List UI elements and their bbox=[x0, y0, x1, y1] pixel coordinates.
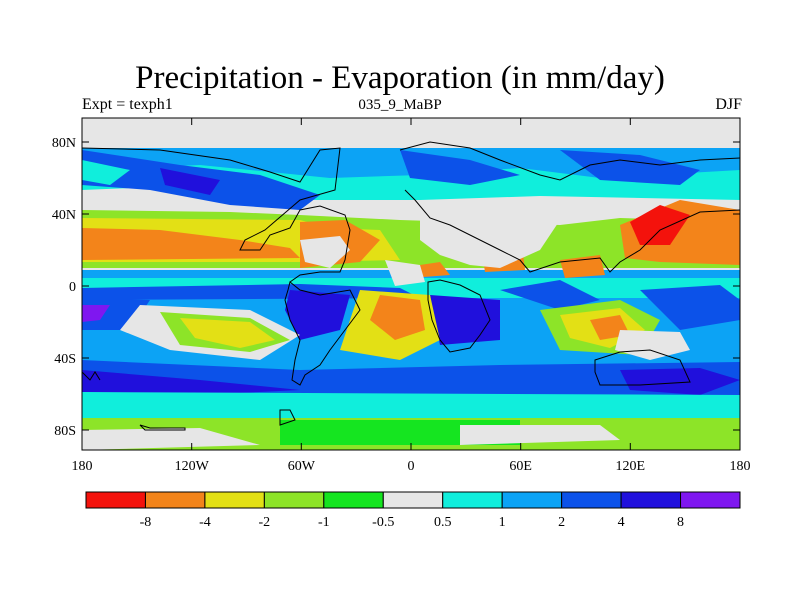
colorbar-label: 0.5 bbox=[434, 515, 452, 530]
period-label: 035_9_MaBP bbox=[358, 97, 442, 113]
colorbar-label: -0.5 bbox=[372, 515, 394, 530]
colorbar-label: 4 bbox=[618, 515, 625, 530]
x-tick-label: 0 bbox=[408, 459, 415, 474]
colorbar-label: 8 bbox=[677, 515, 684, 530]
colorbar-label: 2 bbox=[558, 515, 565, 530]
y-tick-label: 0 bbox=[69, 280, 76, 295]
y-tick-label: 80S bbox=[54, 424, 76, 439]
experiment-label: Expt = texph1 bbox=[82, 96, 173, 113]
precip-field bbox=[82, 118, 740, 450]
x-tick-label: 60W bbox=[288, 459, 316, 474]
x-axis bbox=[81, 118, 741, 450]
coastlines bbox=[82, 141, 740, 431]
colorbar-box bbox=[680, 491, 741, 509]
colorbar-label: -8 bbox=[140, 515, 152, 530]
x-tick-label: 180 bbox=[72, 459, 93, 474]
x-tick-label: 120E bbox=[616, 459, 646, 474]
colorbar-label: -2 bbox=[259, 515, 271, 530]
colorbar-box bbox=[620, 491, 682, 509]
colorbar-box bbox=[263, 491, 325, 509]
colorbar bbox=[85, 491, 741, 509]
colorbar-box bbox=[323, 491, 384, 509]
colorbar-box bbox=[382, 491, 444, 509]
season-label: DJF bbox=[715, 96, 742, 113]
x-tick-label: 120W bbox=[175, 459, 210, 474]
colorbar-box bbox=[442, 491, 503, 509]
colorbar-box bbox=[501, 491, 563, 509]
colorbar-box bbox=[204, 491, 265, 509]
chart-title: Precipitation - Evaporation (in mm/day) bbox=[135, 60, 665, 96]
colorbar-box bbox=[144, 491, 206, 509]
colorbar-box bbox=[561, 491, 622, 509]
y-tick-label: 40S bbox=[54, 352, 76, 367]
colorbar-label: -1 bbox=[318, 515, 330, 530]
colorbar-box bbox=[85, 491, 146, 509]
colorbar-label: -4 bbox=[199, 515, 211, 530]
y-tick-label: 40N bbox=[52, 208, 76, 223]
colorbar-label: 1 bbox=[499, 515, 506, 530]
colorbar-labels: -8 -4 -2 -1 -0.5 0.5 1 2 4 8 bbox=[140, 515, 684, 530]
y-axis bbox=[82, 141, 740, 431]
x-tick-label: 60E bbox=[509, 459, 532, 474]
y-tick-label: 80N bbox=[52, 136, 76, 151]
x-tick-label: 180 bbox=[730, 459, 751, 474]
